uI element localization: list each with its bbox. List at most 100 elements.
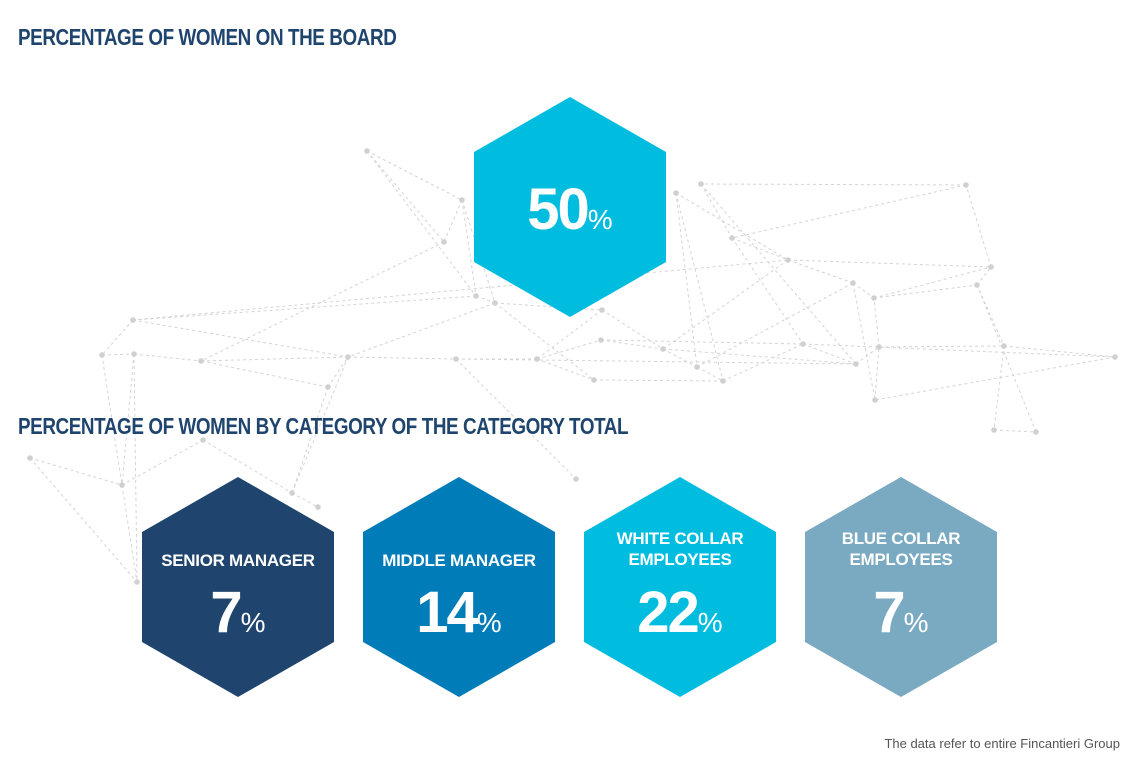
network-node — [698, 181, 704, 187]
network-line — [133, 353, 202, 362]
network-node — [459, 197, 465, 203]
value-unit: % — [904, 607, 929, 638]
network-node — [988, 264, 994, 270]
hexagon-value: 22% — [637, 580, 722, 645]
network-node — [131, 351, 137, 357]
network-node — [871, 295, 877, 301]
hexagon-label: SENIOR MANAGER — [161, 551, 315, 570]
network-node — [800, 341, 806, 347]
network-line — [347, 302, 496, 358]
network-line — [976, 284, 1037, 433]
network-line — [536, 339, 602, 360]
hexagon-shape — [142, 477, 334, 697]
network-node — [492, 300, 498, 306]
network-line — [455, 358, 857, 365]
network-node — [119, 482, 125, 488]
network-node — [1001, 343, 1007, 349]
network-node — [134, 579, 140, 585]
network-line — [101, 353, 135, 356]
network-node — [974, 282, 980, 288]
network-line — [121, 353, 135, 486]
network-line — [696, 366, 724, 382]
network-node — [364, 148, 370, 154]
network-node — [345, 354, 351, 360]
network-line — [802, 343, 1116, 358]
network-line — [731, 237, 789, 261]
network-line — [461, 199, 477, 297]
value-number: 14 — [416, 580, 478, 645]
network-node — [325, 384, 331, 390]
hexagon-shape — [474, 97, 666, 317]
network-line — [787, 259, 992, 268]
value-number: 7 — [873, 580, 903, 645]
value-unit: % — [698, 607, 723, 638]
network-line — [600, 339, 804, 345]
network-line — [662, 348, 857, 365]
network-line — [600, 339, 664, 350]
value-number: 50 — [527, 177, 588, 242]
value-unit: % — [588, 204, 613, 235]
network-node — [473, 293, 479, 299]
network-node — [876, 344, 882, 350]
network-line — [993, 429, 1037, 433]
network-node — [99, 352, 105, 358]
network-node — [453, 356, 459, 362]
network-line — [965, 184, 992, 268]
network-line — [675, 192, 698, 368]
network-line — [855, 346, 880, 365]
network-line — [202, 439, 293, 494]
network-node — [963, 182, 969, 188]
network-line — [852, 282, 876, 401]
network-line — [132, 319, 349, 358]
network-line — [327, 356, 349, 388]
network-node — [573, 476, 579, 482]
network-line — [874, 356, 1116, 401]
value-unit: % — [241, 607, 266, 638]
network-line — [874, 346, 880, 401]
network-node — [673, 190, 679, 196]
network-line — [700, 183, 733, 239]
network-line — [443, 199, 463, 243]
hexagon-value: 7% — [210, 580, 265, 645]
hexagon-tile: 50% — [474, 97, 666, 317]
network-line — [1003, 345, 1116, 358]
network-line — [133, 353, 138, 583]
network-line — [731, 184, 967, 239]
category-section-title: PERCENTAGE OF WOMEN BY CATEGORY OF THE C… — [18, 413, 629, 439]
network-node — [853, 361, 859, 367]
network-line — [291, 386, 329, 494]
hexagon-tile: MIDDLE MANAGER 14% — [363, 477, 555, 697]
network-line — [536, 358, 595, 381]
network-line — [291, 356, 349, 494]
network-node — [729, 235, 735, 241]
network-line — [200, 360, 329, 388]
network-line — [873, 284, 978, 299]
network-line — [675, 192, 724, 382]
network-line — [601, 309, 664, 350]
network-line — [132, 259, 789, 321]
network-line — [993, 345, 1005, 431]
network-node — [785, 257, 791, 263]
network-node — [660, 346, 666, 352]
network-node — [850, 280, 856, 286]
hexagon-tile: SENIOR MANAGER 7% — [142, 477, 334, 697]
network-line — [662, 259, 789, 350]
network-node — [130, 317, 136, 323]
network-line — [29, 457, 123, 486]
network-node — [991, 427, 997, 433]
network-node — [599, 307, 605, 313]
hexagon-tile: BLUE COLLAR EMPLOYEES 7% — [805, 477, 997, 697]
network-line — [976, 266, 992, 286]
hexagon-label: BLUE COLLAR — [842, 529, 961, 548]
network-node — [289, 490, 295, 496]
value-unit: % — [477, 607, 502, 638]
network-line — [366, 150, 445, 243]
network-line — [873, 266, 992, 299]
hexagon-value: 14% — [416, 580, 501, 645]
network-line — [976, 284, 1005, 347]
hexagon-shape — [584, 477, 776, 697]
network-line — [700, 183, 967, 186]
network-line — [536, 309, 603, 360]
network-line — [878, 345, 1005, 348]
